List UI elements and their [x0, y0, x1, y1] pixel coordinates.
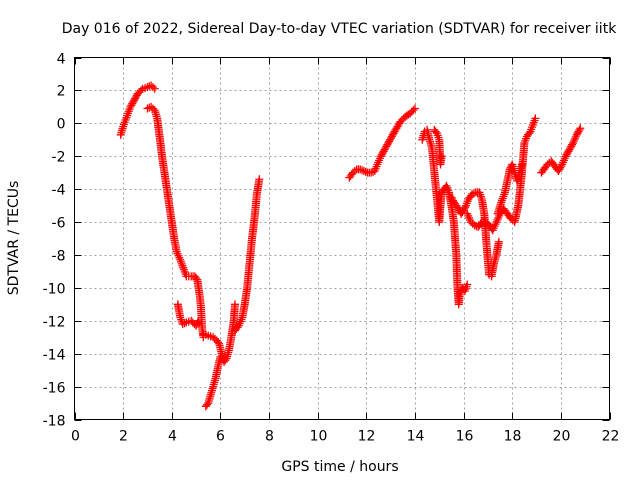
data-point — [192, 273, 201, 282]
data-point — [145, 103, 154, 112]
x-tick-label: 14 — [407, 429, 425, 445]
data-point — [469, 189, 478, 198]
x-tick-label: 0 — [71, 429, 80, 445]
x-tick-label: 2 — [119, 429, 128, 445]
data-point — [150, 84, 159, 93]
data-point — [356, 165, 365, 174]
data-point — [557, 162, 566, 171]
data-point — [255, 175, 264, 184]
x-tick-label: 16 — [456, 429, 474, 445]
data-segment — [199, 300, 239, 366]
data-point — [148, 83, 157, 92]
data-point — [463, 280, 472, 289]
data-point — [176, 255, 185, 264]
y-tick-label: -2 — [52, 150, 66, 166]
data-point — [576, 124, 585, 133]
data-point — [361, 167, 370, 176]
x-tick-label: 4 — [168, 429, 177, 445]
y-tick-label: -16 — [43, 381, 66, 397]
data-point — [499, 192, 508, 201]
data-point — [367, 168, 376, 177]
data-point — [517, 160, 526, 169]
x-tick-label: 12 — [358, 429, 376, 445]
y-tick-label: -12 — [43, 315, 66, 331]
data-point — [178, 320, 187, 329]
y-tick-label: -18 — [43, 414, 66, 430]
data-point — [216, 352, 225, 361]
data-point — [145, 82, 154, 91]
y-tick-label: -6 — [52, 216, 66, 232]
x-tick-label: 20 — [553, 429, 571, 445]
y-tick-label: 2 — [57, 84, 66, 100]
x-axis-label: GPS time / hours — [281, 459, 398, 475]
x-tick-label: 6 — [216, 429, 225, 445]
data-point — [409, 106, 418, 115]
data-point — [358, 166, 367, 175]
data-point — [498, 194, 507, 203]
y-tick-label: 0 — [57, 117, 66, 133]
plot-frame — [74, 57, 610, 420]
data-point — [193, 318, 202, 327]
data-point — [500, 190, 509, 199]
data-point — [410, 104, 419, 113]
data-segment — [173, 300, 203, 330]
data-point — [468, 190, 477, 199]
data-point — [180, 319, 189, 328]
data-segment — [447, 188, 503, 281]
y-tick-label: -8 — [52, 249, 66, 265]
data-point — [498, 196, 507, 205]
data-point — [177, 257, 186, 266]
data-point — [568, 140, 577, 149]
data-point — [531, 114, 540, 123]
data-point — [350, 167, 359, 176]
data-segment — [430, 125, 446, 169]
data-point — [178, 261, 187, 270]
data-point — [221, 356, 230, 365]
data-segment — [231, 175, 264, 335]
data-point — [177, 259, 186, 268]
data-point — [575, 125, 584, 134]
data-point — [359, 167, 368, 176]
data-segment — [418, 125, 449, 227]
chart-title: Day 016 of 2022, Sidereal Day-to-day VTE… — [62, 21, 617, 37]
data-point — [465, 213, 474, 222]
x-tick-label: 10 — [310, 429, 328, 445]
data-point — [194, 316, 203, 325]
data-segment — [116, 81, 159, 139]
x-tick-label: 18 — [504, 429, 522, 445]
y-tick-label: -10 — [43, 282, 66, 298]
data-point — [231, 300, 239, 309]
data-segment — [463, 114, 540, 235]
data-segment — [493, 160, 526, 218]
data-point — [179, 263, 188, 272]
data-segment — [201, 352, 225, 411]
data-point — [494, 237, 503, 246]
data-point — [213, 338, 222, 347]
y-tick-label: 4 — [57, 52, 66, 68]
data-point — [203, 400, 212, 409]
data-point — [461, 203, 470, 212]
data-segment — [537, 124, 585, 177]
data-point — [136, 86, 145, 95]
axis-ticks: 0 2 4 6 8 10 12 14 16 18 20 22-18-16-14-12-10-8-6-4… — [43, 52, 620, 445]
data-segment — [345, 104, 419, 182]
y-axis-label: SDTVAR / TECUs — [6, 181, 22, 296]
data-point — [497, 198, 506, 207]
data-segment — [143, 102, 208, 342]
data-series — [116, 81, 585, 411]
data-point — [437, 152, 446, 161]
x-tick-label: 22 — [602, 429, 620, 445]
x-tick-label: 8 — [265, 429, 274, 445]
y-tick-label: -14 — [43, 348, 66, 364]
y-tick-label: -4 — [52, 183, 66, 199]
